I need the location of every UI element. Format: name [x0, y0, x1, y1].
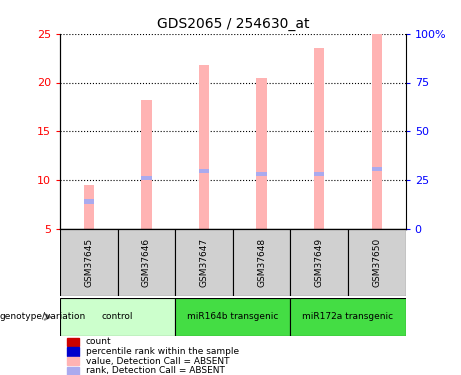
- Text: value, Detection Call = ABSENT: value, Detection Call = ABSENT: [86, 357, 230, 366]
- Bar: [60, 229, 118, 296]
- Text: percentile rank within the sample: percentile rank within the sample: [86, 347, 239, 356]
- Bar: [83, 185, 94, 229]
- Bar: [83, 199, 94, 204]
- Bar: [141, 100, 152, 229]
- Bar: [314, 172, 325, 176]
- Bar: [372, 34, 382, 229]
- Text: GSM37650: GSM37650: [372, 238, 381, 287]
- Text: GSM37649: GSM37649: [315, 238, 324, 287]
- Text: genotype/variation: genotype/variation: [0, 312, 86, 321]
- Bar: [67, 338, 79, 346]
- Bar: [233, 229, 290, 296]
- Bar: [256, 78, 267, 229]
- Bar: [290, 229, 348, 296]
- Bar: [290, 298, 406, 336]
- Title: GDS2065 / 254630_at: GDS2065 / 254630_at: [157, 17, 309, 32]
- Bar: [372, 167, 382, 171]
- Bar: [348, 229, 406, 296]
- Text: control: control: [102, 312, 133, 321]
- Bar: [199, 169, 209, 173]
- Text: miR172a transgenic: miR172a transgenic: [302, 312, 394, 321]
- Bar: [256, 172, 267, 176]
- Bar: [67, 347, 79, 355]
- Text: GSM37648: GSM37648: [257, 238, 266, 287]
- Bar: [199, 65, 209, 229]
- Text: count: count: [86, 337, 112, 346]
- Bar: [175, 229, 233, 296]
- Text: rank, Detection Call = ABSENT: rank, Detection Call = ABSENT: [86, 366, 225, 375]
- Bar: [118, 229, 175, 296]
- Bar: [67, 357, 79, 365]
- Bar: [67, 367, 79, 375]
- Bar: [60, 298, 175, 336]
- Text: miR164b transgenic: miR164b transgenic: [187, 312, 278, 321]
- Text: GSM37645: GSM37645: [84, 238, 93, 287]
- Bar: [141, 176, 152, 180]
- Text: GSM37646: GSM37646: [142, 238, 151, 287]
- Bar: [175, 298, 290, 336]
- Text: GSM37647: GSM37647: [200, 238, 208, 287]
- Bar: [314, 48, 325, 229]
